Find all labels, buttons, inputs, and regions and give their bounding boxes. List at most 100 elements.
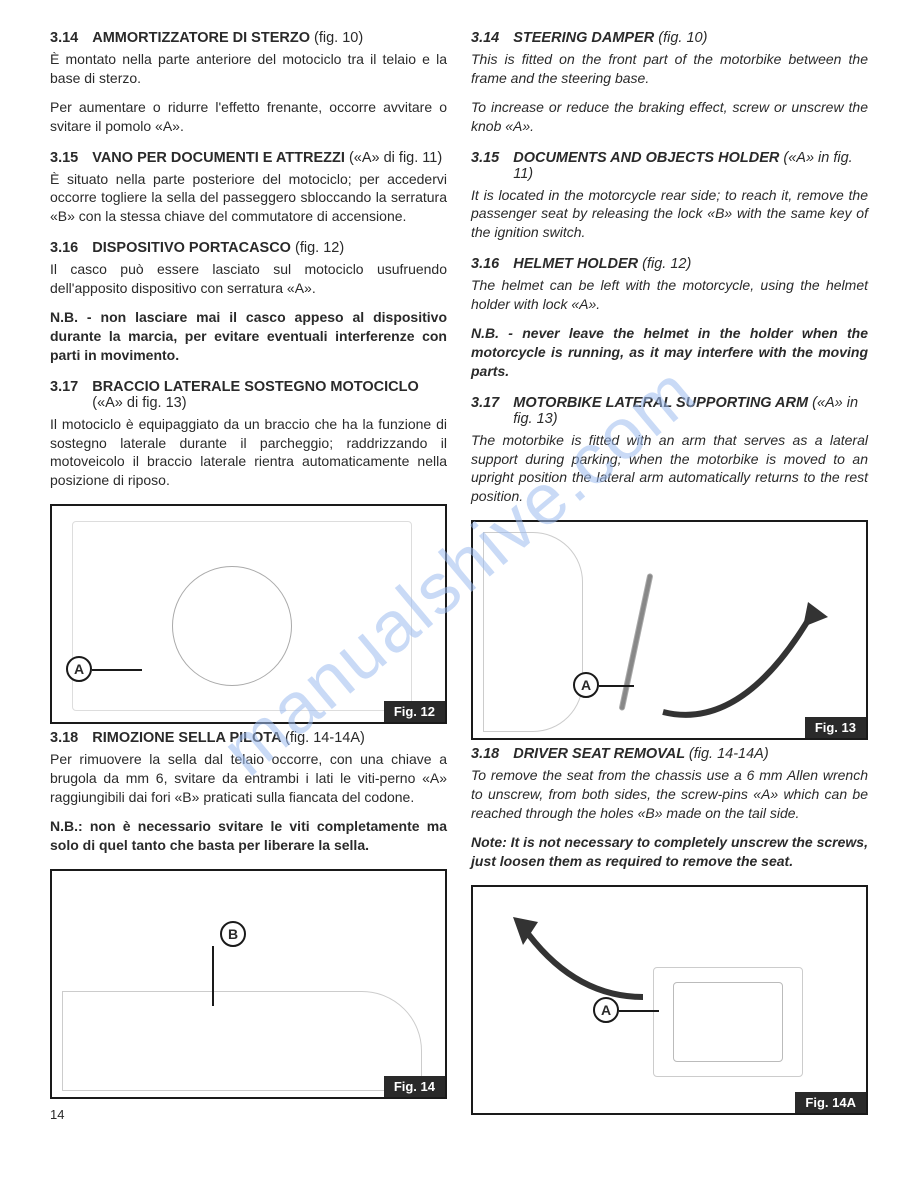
sketch-grille bbox=[673, 982, 783, 1062]
heading-num: 3.18 bbox=[471, 746, 499, 762]
heading-title: AMMORTIZZATORE DI STERZO (fig. 10) bbox=[92, 30, 363, 46]
heading-title: RIMOZIONE SELLA PILOTA (fig. 14-14A) bbox=[92, 730, 365, 746]
column-left-italian: 3.14 AMMORTIZZATORE DI STERZO (fig. 10) … bbox=[50, 30, 447, 1122]
heading-num: 3.14 bbox=[471, 30, 499, 46]
heading-3-14-en: 3.14 STEERING DAMPER (fig. 10) bbox=[471, 30, 868, 46]
callout-line bbox=[92, 669, 142, 671]
fig-ref: (fig. 14-14A) bbox=[689, 746, 769, 762]
heading-title: DRIVER SEAT REMOVAL (fig. 14-14A) bbox=[513, 746, 768, 762]
heading-num: 3.18 bbox=[50, 730, 78, 746]
heading-title: STEERING DAMPER (fig. 10) bbox=[513, 30, 707, 46]
body-text: Per rimuovere la sella dal telaio occorr… bbox=[50, 750, 447, 807]
section-3-14-en: 3.14 STEERING DAMPER (fig. 10) This is f… bbox=[471, 30, 868, 136]
heading-title-text: DISPOSITIVO PORTACASCO bbox=[92, 240, 291, 256]
heading-num: 3.15 bbox=[50, 150, 78, 166]
motion-arrow-icon bbox=[493, 897, 663, 1017]
heading-num: 3.15 bbox=[471, 150, 499, 182]
section-3-18-it: 3.18 RIMOZIONE SELLA PILOTA (fig. 14-14A… bbox=[50, 730, 447, 854]
body-text: Il motociclo è equipaggiato da un bracci… bbox=[50, 415, 447, 491]
column-right-english: 3.14 STEERING DAMPER (fig. 10) This is f… bbox=[471, 30, 868, 1122]
section-3-17-en: 3.17 MOTORBIKE LATERAL SUPPORTING ARM («… bbox=[471, 395, 868, 507]
fig-ref: («A» di fig. 11) bbox=[349, 150, 442, 166]
heading-num: 3.16 bbox=[50, 240, 78, 256]
section-3-15-it: 3.15 VANO PER DOCUMENTI E ATTREZZI («A» … bbox=[50, 150, 447, 227]
heading-title: MOTORBIKE LATERAL SUPPORTING ARM («A» in… bbox=[513, 395, 868, 427]
heading-num: 3.16 bbox=[471, 256, 499, 272]
callout-a: A bbox=[593, 997, 619, 1023]
figure-12: A Fig. 12 bbox=[50, 504, 447, 724]
section-3-15-en: 3.15 DOCUMENTS AND OBJECTS HOLDER («A» i… bbox=[471, 150, 868, 243]
sketch-circle bbox=[172, 566, 292, 686]
figure-label: Fig. 12 bbox=[384, 701, 445, 722]
sketch-area bbox=[483, 532, 583, 732]
section-3-14-it: 3.14 AMMORTIZZATORE DI STERZO (fig. 10) … bbox=[50, 30, 447, 136]
body-text: The helmet can be left with the motorcyc… bbox=[471, 276, 868, 314]
fig-ref: (fig. 12) bbox=[642, 256, 691, 272]
figure-label: Fig. 14A bbox=[795, 1092, 866, 1113]
heading-num: 3.17 bbox=[50, 379, 78, 411]
heading-title: BRACCIO LATERALE SOSTEGNO MOTOCICLO («A»… bbox=[92, 379, 447, 411]
note-text: N.B. - non lasciare mai il casco appeso … bbox=[50, 308, 447, 365]
callout-a: A bbox=[573, 672, 599, 698]
body-text: Il casco può essere lasciato sul motocic… bbox=[50, 260, 447, 298]
callout-line bbox=[212, 946, 214, 1006]
body-text: It is located in the motorcycle rear sid… bbox=[471, 186, 868, 243]
heading-num: 3.17 bbox=[471, 395, 499, 427]
heading-title-text: VANO PER DOCUMENTI E ATTREZZI bbox=[92, 150, 345, 166]
figure-14: B Fig. 14 bbox=[50, 869, 447, 1099]
figure-label: Fig. 14 bbox=[384, 1076, 445, 1097]
section-3-16-en: 3.16 HELMET HOLDER (fig. 12) The helmet … bbox=[471, 256, 868, 380]
callout-line bbox=[619, 1010, 659, 1012]
heading-3-15-en: 3.15 DOCUMENTS AND OBJECTS HOLDER («A» i… bbox=[471, 150, 868, 182]
heading-3-17-it: 3.17 BRACCIO LATERALE SOSTEGNO MOTOCICLO… bbox=[50, 379, 447, 411]
two-column-layout: 3.14 AMMORTIZZATORE DI STERZO (fig. 10) … bbox=[50, 30, 868, 1122]
callout-line bbox=[599, 685, 634, 687]
heading-title-text: HELMET HOLDER bbox=[513, 256, 638, 272]
figure-14a: A Fig. 14A bbox=[471, 885, 868, 1115]
heading-title-text: STEERING DAMPER bbox=[513, 30, 654, 46]
heading-title-text: AMMORTIZZATORE DI STERZO bbox=[92, 30, 310, 46]
heading-3-17-en: 3.17 MOTORBIKE LATERAL SUPPORTING ARM («… bbox=[471, 395, 868, 427]
note-text: N.B.: non è necessario svitare le viti c… bbox=[50, 817, 447, 855]
page-number: 14 bbox=[50, 1107, 447, 1122]
body-text: È situato nella parte posteriore del mot… bbox=[50, 170, 447, 227]
note-text: Note: It is not necessary to completely … bbox=[471, 833, 868, 871]
heading-3-16-it: 3.16 DISPOSITIVO PORTACASCO (fig. 12) bbox=[50, 240, 447, 256]
fig-ref: (fig. 12) bbox=[295, 240, 344, 256]
heading-title-text: DRIVER SEAT REMOVAL bbox=[513, 746, 685, 762]
heading-3-16-en: 3.16 HELMET HOLDER (fig. 12) bbox=[471, 256, 868, 272]
heading-title: DOCUMENTS AND OBJECTS HOLDER («A» in fig… bbox=[513, 150, 868, 182]
fig-ref: (fig. 10) bbox=[314, 30, 363, 46]
fig-ref: («A» di fig. 13) bbox=[92, 395, 186, 411]
note-text: N.B. - never leave the helmet in the hol… bbox=[471, 324, 868, 381]
body-text: This is fitted on the front part of the … bbox=[471, 50, 868, 88]
body-text: To remove the seat from the chassis use … bbox=[471, 766, 868, 823]
heading-num: 3.14 bbox=[50, 30, 78, 46]
fig-ref: (fig. 14-14A) bbox=[285, 730, 365, 746]
body-text: The motorbike is fitted with an arm that… bbox=[471, 431, 868, 507]
heading-title-text: DOCUMENTS AND OBJECTS HOLDER bbox=[513, 150, 779, 166]
heading-3-18-it: 3.18 RIMOZIONE SELLA PILOTA (fig. 14-14A… bbox=[50, 730, 447, 746]
section-3-16-it: 3.16 DISPOSITIVO PORTACASCO (fig. 12) Il… bbox=[50, 240, 447, 364]
motion-arrow-icon bbox=[653, 582, 833, 732]
section-3-18-en: 3.18 DRIVER SEAT REMOVAL (fig. 14-14A) T… bbox=[471, 746, 868, 870]
fig-ref: (fig. 10) bbox=[658, 30, 707, 46]
heading-title-text: RIMOZIONE SELLA PILOTA bbox=[92, 730, 281, 746]
callout-b: B bbox=[220, 921, 246, 947]
heading-3-15-it: 3.15 VANO PER DOCUMENTI E ATTREZZI («A» … bbox=[50, 150, 447, 166]
sketch-stand bbox=[619, 573, 654, 711]
figure-13: A Fig. 13 bbox=[471, 520, 868, 740]
heading-title-text: BRACCIO LATERALE SOSTEGNO MOTOCICLO bbox=[92, 379, 419, 395]
heading-3-14-it: 3.14 AMMORTIZZATORE DI STERZO (fig. 10) bbox=[50, 30, 447, 46]
heading-title: HELMET HOLDER (fig. 12) bbox=[513, 256, 691, 272]
heading-title-text: MOTORBIKE LATERAL SUPPORTING ARM bbox=[513, 395, 808, 411]
heading-3-18-en: 3.18 DRIVER SEAT REMOVAL (fig. 14-14A) bbox=[471, 746, 868, 762]
sketch-area bbox=[62, 991, 422, 1091]
heading-title: VANO PER DOCUMENTI E ATTREZZI («A» di fi… bbox=[92, 150, 442, 166]
body-text: Per aumentare o ridurre l'effetto frenan… bbox=[50, 98, 447, 136]
section-3-17-it: 3.17 BRACCIO LATERALE SOSTEGNO MOTOCICLO… bbox=[50, 379, 447, 491]
body-text: To increase or reduce the braking effect… bbox=[471, 98, 868, 136]
figure-label: Fig. 13 bbox=[805, 717, 866, 738]
heading-title: DISPOSITIVO PORTACASCO (fig. 12) bbox=[92, 240, 344, 256]
body-text: È montato nella parte anteriore del moto… bbox=[50, 50, 447, 88]
